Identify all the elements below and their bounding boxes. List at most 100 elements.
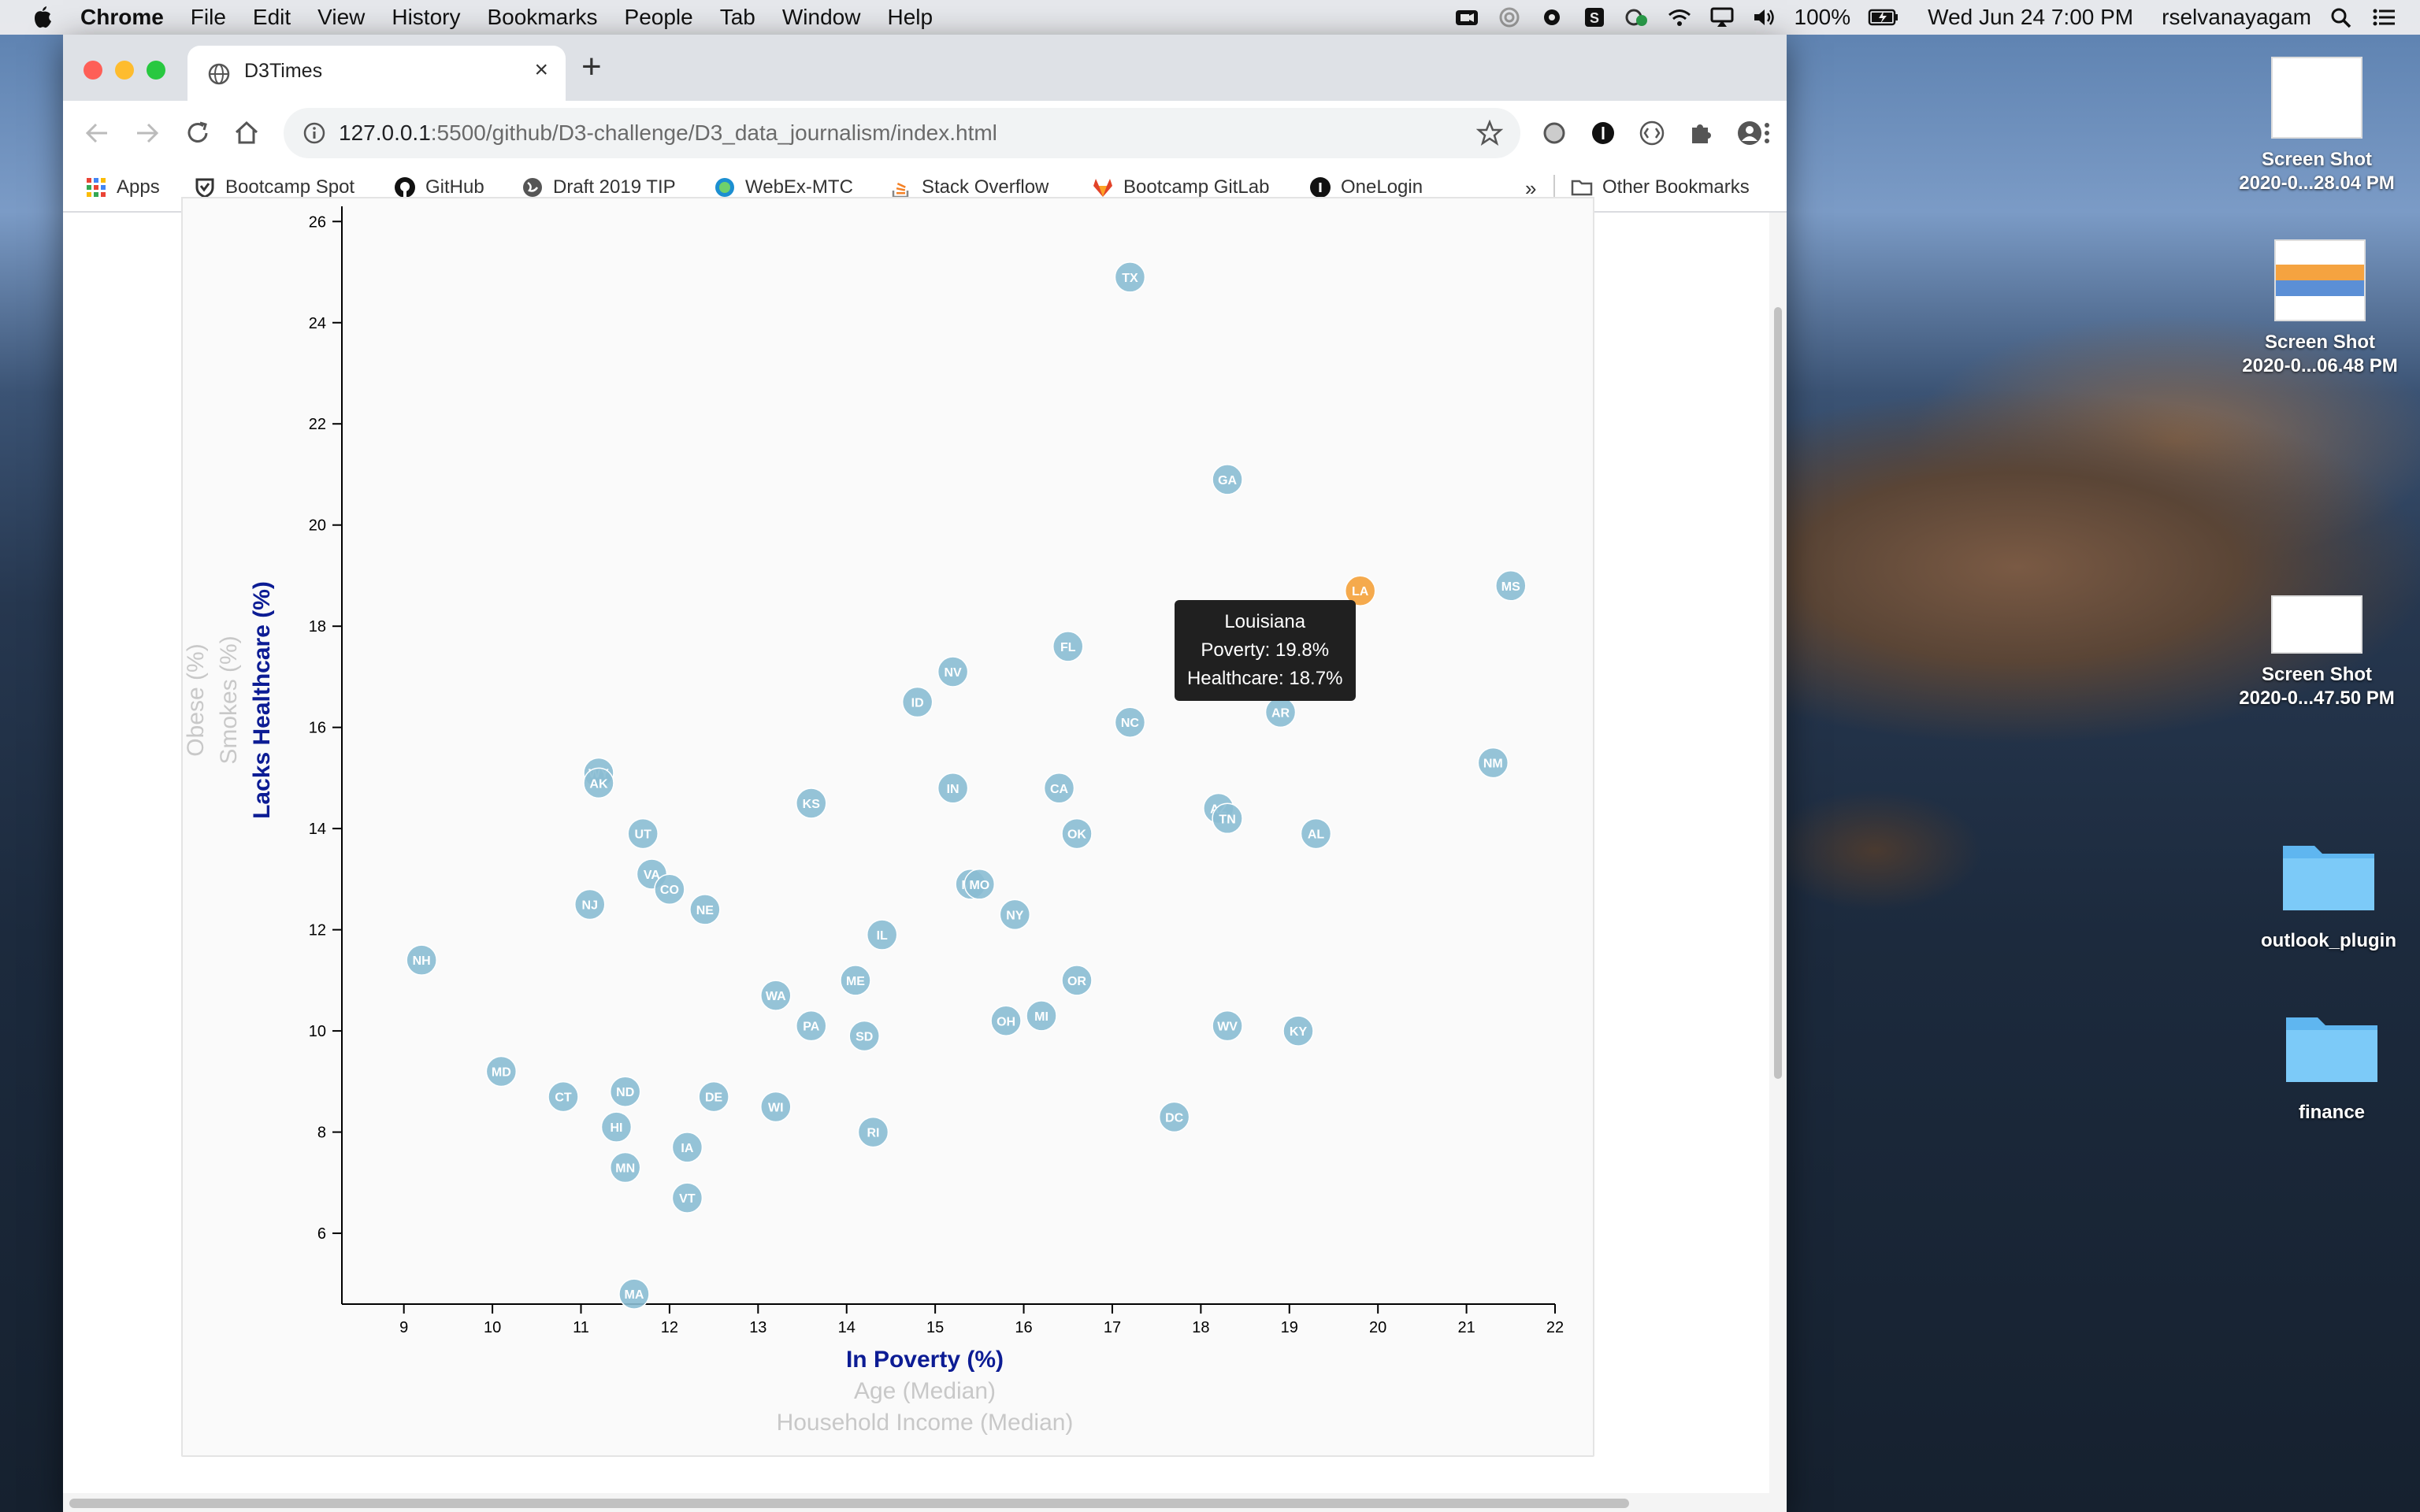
bookmark-apps[interactable]: Apps: [85, 176, 160, 198]
more-bookmarks-chevron[interactable]: »: [1525, 176, 1536, 201]
video-camera-icon[interactable]: [1454, 6, 1479, 28]
data-point-nm[interactable]: NM: [1477, 747, 1509, 779]
wifi-icon[interactable]: [1667, 6, 1692, 28]
data-point-marker[interactable]: [999, 899, 1031, 931]
data-point-wi[interactable]: WI: [760, 1091, 792, 1123]
data-point-marker[interactable]: [1026, 1000, 1057, 1032]
data-point-me[interactable]: ME: [840, 965, 871, 996]
menu-tab[interactable]: Tab: [719, 5, 755, 29]
menu-bookmarks[interactable]: Bookmarks: [487, 5, 598, 29]
data-point-marker[interactable]: [1477, 747, 1509, 779]
bookmark-bootcamp-gitlab[interactable]: Bootcamp GitLab: [1092, 176, 1269, 198]
cloud-sync-icon[interactable]: [1624, 6, 1650, 28]
data-point-marker[interactable]: [1043, 773, 1075, 804]
onepassword-icon[interactable]: [1590, 120, 1616, 146]
home-icon[interactable]: [233, 120, 260, 146]
data-point-marker[interactable]: [1061, 965, 1093, 996]
bookmark-onelogin[interactable]: OneLogin: [1309, 176, 1423, 198]
data-point-pa[interactable]: PA: [796, 1010, 827, 1042]
menu-window[interactable]: Window: [781, 5, 861, 29]
data-point-wv[interactable]: WV: [1212, 1010, 1243, 1042]
data-point-de[interactable]: DE: [698, 1080, 729, 1113]
data-point-id[interactable]: ID: [901, 686, 933, 718]
desktop-folder-outlook-plugin[interactable]: outlook_plugin: [2242, 835, 2415, 953]
data-point-marker[interactable]: [990, 1005, 1022, 1037]
vertical-scrollbar[interactable]: [1769, 213, 1787, 1512]
bookmark-github[interactable]: GitHub: [394, 176, 484, 198]
data-point-md[interactable]: MD: [485, 1055, 518, 1088]
data-point-ky[interactable]: KY: [1282, 1015, 1314, 1047]
menu-history[interactable]: History: [392, 5, 461, 29]
data-point-marker[interactable]: [485, 1055, 518, 1088]
data-point-marker[interactable]: [840, 965, 871, 996]
data-point-mo[interactable]: MO: [963, 869, 996, 900]
x-axis-label-option[interactable]: Household Income (Median): [777, 1410, 1074, 1436]
data-point-ca[interactable]: CA: [1043, 773, 1075, 804]
data-point-marker[interactable]: [857, 1116, 889, 1148]
data-point-marker[interactable]: [963, 869, 996, 900]
data-point-mi[interactable]: MI: [1026, 1000, 1057, 1032]
data-point-marker[interactable]: [1114, 706, 1146, 738]
desktop-screenshot-2[interactable]: Screen Shot 2020-0...06.48 PM: [2229, 239, 2411, 378]
data-point-nd[interactable]: ND: [609, 1076, 641, 1107]
data-point-hi[interactable]: HI: [600, 1111, 633, 1143]
desktop-screenshot-1[interactable]: Screen Shot 2020-0...28.04 PM: [2226, 57, 2407, 195]
data-point-marker[interactable]: [1061, 817, 1093, 850]
data-point-marker[interactable]: [937, 656, 969, 687]
battery-charging-icon[interactable]: [1868, 6, 1899, 28]
x-axis-label-option[interactable]: In Poverty (%): [846, 1347, 1004, 1373]
x-axis-label-option[interactable]: Age (Median): [854, 1378, 996, 1404]
data-point-mn[interactable]: MN: [609, 1151, 641, 1184]
menubar-clock[interactable]: Wed Jun 24 7:00 PM: [1928, 5, 2134, 29]
data-point-marker[interactable]: [1212, 1010, 1243, 1042]
data-point-ne[interactable]: NE: [689, 894, 721, 925]
data-point-marker[interactable]: [1300, 817, 1332, 850]
data-point-marker[interactable]: [1052, 631, 1084, 662]
data-point-marker[interactable]: [760, 1091, 792, 1123]
info-icon[interactable]: [302, 121, 326, 145]
data-point-marker[interactable]: [573, 888, 606, 921]
menu-file[interactable]: File: [190, 5, 226, 29]
data-point-ok[interactable]: OK: [1061, 817, 1093, 850]
data-point-marker[interactable]: [609, 1151, 641, 1184]
tab-d3times[interactable]: D3Times ×: [187, 46, 566, 101]
profile-avatar-icon[interactable]: [1736, 120, 1763, 146]
airplay-icon[interactable]: [1709, 6, 1735, 28]
data-point-nh[interactable]: NH: [406, 944, 437, 976]
extension-circle-icon[interactable]: [1541, 120, 1568, 146]
bookmark-draft-2019-tip[interactable]: Draft 2019 TIP: [521, 176, 676, 198]
battery-percent[interactable]: 100%: [1794, 5, 1851, 29]
spotlight-search-icon[interactable]: [2329, 6, 2354, 28]
y-axis-label-option[interactable]: Obese (%): [183, 643, 209, 756]
data-point-marker[interactable]: [1282, 1015, 1314, 1047]
data-point-marker[interactable]: [618, 1278, 650, 1310]
data-point-ks[interactable]: KS: [796, 788, 827, 819]
forward-arrow-icon[interactable]: [134, 120, 161, 146]
data-point-marker[interactable]: [671, 1132, 703, 1163]
data-point-marker[interactable]: [848, 1020, 880, 1052]
data-point-ma[interactable]: MA: [618, 1278, 650, 1310]
desktop-screenshot-3[interactable]: Screen Shot 2020-0...47.50 PM: [2226, 595, 2407, 710]
data-point-marker[interactable]: [600, 1111, 633, 1143]
bookmark-webex-mtc[interactable]: WebEx-MTC: [714, 176, 853, 198]
bookmark-other-bookmarks[interactable]: Other Bookmarks: [1571, 176, 1750, 198]
data-point-ri[interactable]: RI: [857, 1116, 889, 1148]
minimize-window-button[interactable]: [115, 61, 134, 80]
data-point-ut[interactable]: UT: [627, 817, 659, 850]
spiral-icon[interactable]: [1497, 6, 1522, 28]
data-point-marker[interactable]: [698, 1080, 729, 1113]
code-extension-icon[interactable]: [1639, 120, 1665, 146]
close-window-button[interactable]: [84, 61, 102, 80]
data-point-wa[interactable]: WA: [760, 980, 792, 1011]
chrome-menu-icon[interactable]: [1754, 120, 1780, 146]
bookmark-bootcamp-spot[interactable]: Bootcamp Spot: [194, 176, 354, 198]
address-bar[interactable]: 127.0.0.1:5500/github/D3-challenge/D3_da…: [284, 108, 1520, 158]
vertical-scrollbar-thumb[interactable]: [1774, 307, 1782, 1079]
data-point-il[interactable]: IL: [866, 919, 898, 951]
data-point-marker[interactable]: [901, 686, 933, 718]
gear-icon[interactable]: [1539, 6, 1564, 28]
y-axis-label-option[interactable]: Lacks Healthcare (%): [249, 581, 275, 819]
data-point-marker[interactable]: [671, 1182, 703, 1214]
close-tab-icon[interactable]: ×: [534, 57, 548, 83]
data-point-in[interactable]: IN: [937, 773, 969, 804]
